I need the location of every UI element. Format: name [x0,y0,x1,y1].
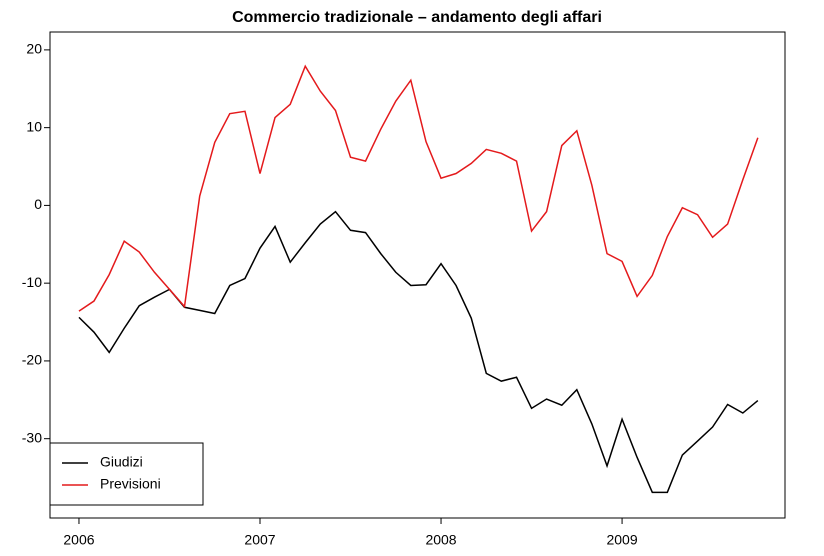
legend-box [49,442,204,506]
legend-label: Previsioni [100,476,161,492]
chart-title: Commercio tradizionale – andamento degli… [232,9,602,26]
series-line [78,64,759,312]
y-tick-label: -10 [22,274,42,290]
y-tick-label: -30 [22,429,42,445]
x-tick-label: 2008 [425,532,456,548]
series-line [78,210,759,494]
y-tick-label: 20 [26,41,42,57]
x-tick-label: 2007 [244,532,275,548]
legend-label: Giudizi [100,454,143,470]
x-tick-label: 2009 [606,532,637,548]
y-tick-label: 0 [34,196,42,212]
x-tick-label: 2006 [63,532,94,548]
plot-frame [49,31,786,519]
y-tick-label: 10 [26,118,42,134]
y-tick-label: -20 [22,352,42,368]
